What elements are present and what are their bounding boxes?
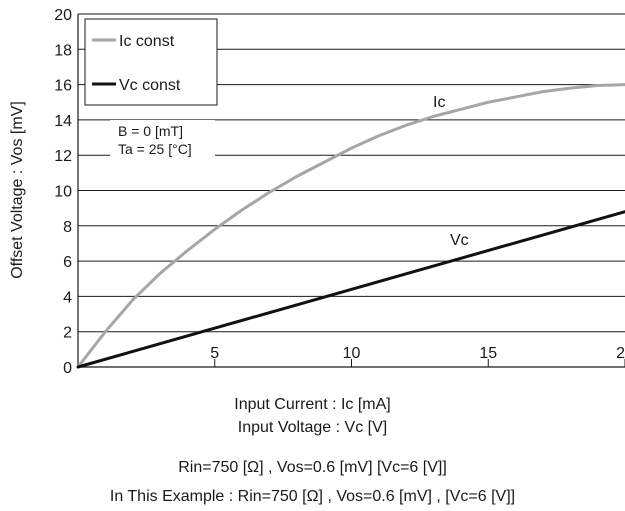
x-tick-label-20: 20 <box>616 345 625 362</box>
example-caption: In This Example : Rin=750 [Ω] , Vos=0.6 … <box>109 488 516 505</box>
y-tick-label-12: 12 <box>54 148 72 165</box>
y-tick-label-16: 16 <box>54 78 72 95</box>
condition-ambient-temperature: Ta = 25 [°C] <box>118 141 192 157</box>
legend-label-ic: Ic const <box>119 33 175 50</box>
condition-magnetic-field: B = 0 [mT] <box>118 123 183 139</box>
x-tick-label-15: 15 <box>479 345 497 362</box>
series-line-ic-const <box>76 83 625 369</box>
series-line-vc-const <box>76 210 625 369</box>
y-tick-label-20: 20 <box>54 7 72 24</box>
x-axis-label-voltage: Input Voltage : Vc [V] <box>237 419 388 436</box>
y-tick-label-8: 8 <box>63 219 72 236</box>
series-lines <box>76 83 625 369</box>
y-axis-ticks: 0 2 4 6 8 10 12 14 16 18 20 <box>54 7 72 377</box>
legend-label-vc: Vc const <box>119 77 181 94</box>
offset-voltage-chart: 0 2 4 6 8 10 12 14 16 18 20 5 10 15 20 Offset Voltage… <box>9 7 625 377</box>
y-tick-label-4: 4 <box>63 289 72 306</box>
series-annotation-vc: Vc <box>450 232 469 249</box>
x-axis-label-current: Input Current : Ic [mA] <box>234 396 391 413</box>
test-conditions-caption: Rin=750 [Ω] , Vos=0.6 [mV] [Vc=6 [V]] <box>178 459 447 476</box>
y-tick-label-2: 2 <box>63 325 72 342</box>
legend: Ic const Vc const <box>84 18 218 106</box>
x-tick-label-5: 5 <box>210 345 219 362</box>
x-tick-label-10: 10 <box>343 345 361 362</box>
y-tick-label-14: 14 <box>54 113 72 130</box>
x-axis-ticks: 5 10 15 20 <box>210 345 625 367</box>
series-annotation-ic: Ic <box>433 94 445 111</box>
y-tick-label-6: 6 <box>63 254 72 271</box>
y-axis-label: Offset Voltage : Vos [mV] <box>9 101 26 279</box>
y-tick-label-18: 18 <box>54 42 72 59</box>
y-tick-label-10: 10 <box>54 184 72 201</box>
conditions-box: B = 0 [mT] Ta = 25 [°C] <box>110 120 215 158</box>
legend-box <box>84 18 218 106</box>
y-tick-label-0: 0 <box>63 360 72 377</box>
